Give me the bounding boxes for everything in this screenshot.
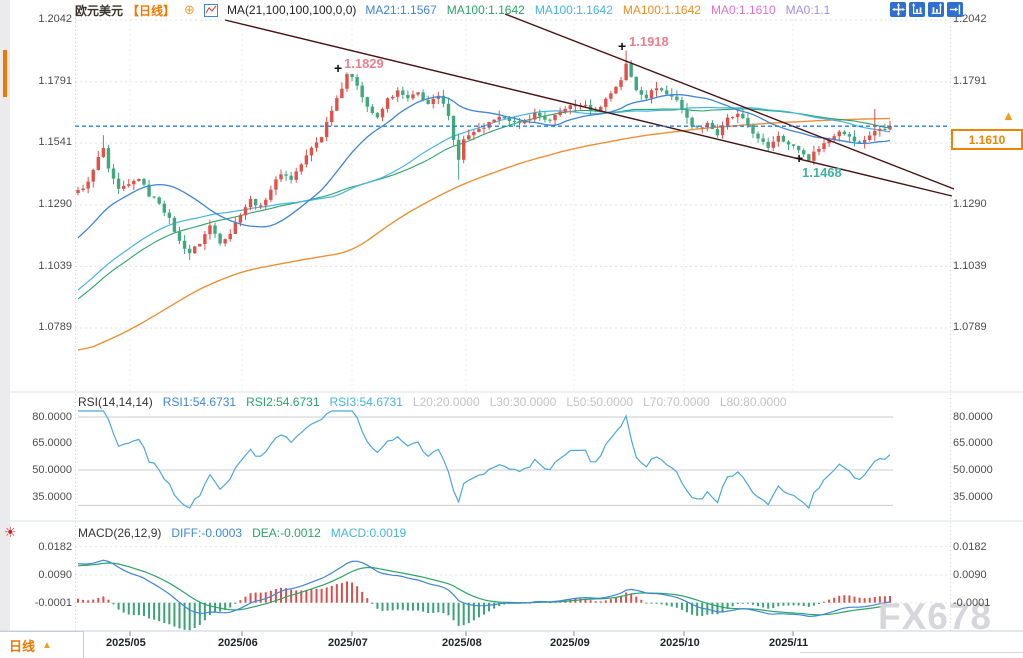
rsi-axis-label-left: 50.0000 [32,464,72,476]
ma-value: MA100:1.1642 [534,3,613,17]
chart-header: 欧元美元 【日线】 ⊕ MA(21,100,100,100,0,0) MA21:… [75,2,830,18]
macd-diff-line [77,559,891,618]
macd-axis-label-right: -0.0001 [953,596,991,609]
rsi-value: RSI3:54.6731 [329,395,403,409]
high2-cross-marker: + [618,38,627,54]
collapse-right-button[interactable] [947,2,963,17]
price-axis-label-left: 1.0789 [38,320,72,333]
chart-toolbar [890,2,963,17]
low1-cross-marker: + [795,150,804,166]
trendline-2 [504,13,955,190]
rsi-value: RSI2:54.6731 [246,395,320,409]
ma-value: MA100:1.1642 [622,3,701,17]
macd-axis-label-right: 0.0090 [953,568,987,581]
macd-header: MACD(26,12,9) DIFF:-0.0003 DEA:-0.0012 MAC… [78,526,406,540]
rsi-line [78,410,891,510]
macd-axis-label-left: -0.0001 [34,596,72,609]
macd-values: DIFF:-0.0003 DEA:-0.0012 MACD:0.0019 [171,526,406,540]
pan-icon [891,3,905,16]
rsi-axis-label-left: 65.0000 [32,437,72,450]
rsi-title[interactable]: RSI(14,14,14) [78,395,153,409]
rsi-value: L70:70.0000 [643,395,710,409]
rsi-value: RSI1:54.6731 [162,395,237,409]
ma-settings[interactable]: MA(21,100,100,100,0,0) [226,3,357,17]
x-axis-month-label: 2025/10 [660,637,700,649]
high1-cross-marker: + [334,60,343,76]
rsi-axis-label-right: 35.0000 [953,490,993,503]
rsi-axis-label-right: 50.0000 [953,464,993,476]
collapse-right-icon [949,4,960,15]
axis-scale-right-icon [931,3,942,15]
bottom-divider [800,652,1023,653]
macd-axis-label-left: 0.0090 [38,568,72,581]
axis-scale-right-button[interactable] [928,2,944,17]
rsi-header: RSI(14,14,14) RSI1:54.6731 RSI2:54.6731 RS… [78,395,787,409]
period-tag: 【日线】 [127,3,176,18]
macd-title[interactable]: MACD(26,12,9) [78,526,162,540]
macd-value: DIFF:-0.0003 [171,526,243,540]
ma-value: MA0:1.1 [785,3,831,17]
axis-scale-left-icon [911,3,922,15]
period-selector[interactable]: 日线 ▲ [0,631,84,658]
rsi-value: L80:80.0000 [719,395,787,409]
price-axis-label-left: 1.2042 [38,13,72,25]
ma-legend-icon[interactable] [203,3,218,17]
current-price-tag: 1.1610 [951,129,1023,150]
watermark: FX678 [878,596,993,637]
ma-value: MA0:1.1610 [710,3,776,17]
price-axis-label-left: 1.1791 [38,74,72,87]
x-axis-month-label: 2025/09 [550,637,590,649]
add-indicator-icon[interactable]: ⊕ [184,2,195,17]
candlestick-series [76,50,892,261]
indicator-settings-icon[interactable]: ☀ [4,524,17,540]
macd-axis-label-right: 0.0182 [953,540,987,553]
rsi-axis-label-right: 80.0000 [953,410,993,423]
price-axis-label-right: 1.1039 [953,259,987,272]
ma-value: MA21:1.1567 [365,3,437,17]
price-axis-label-left: 1.1290 [38,197,72,210]
price-axis-label-left: 1.1039 [38,259,72,272]
rsi-value: L20:20.0000 [412,395,480,409]
x-axis-month-label: 2025/11 [769,637,809,649]
rsi-values: RSI1:54.6731 RSI2:54.6731 RSI3:54.6731 L20:… [163,395,787,409]
macd-axis-label-left: 0.0182 [38,540,72,553]
ma-orange-line [77,117,891,351]
axis-scale-left-button[interactable] [909,2,925,17]
symbol-title: 欧元美元 [75,3,124,18]
chevron-up-icon: ▲ [42,639,52,651]
x-axis-month-label: 2025/05 [106,637,146,649]
rsi-value: L30:30.0000 [489,395,557,409]
period-selector-label: 日线 [9,638,36,654]
rsi-axis-label-right: 65.0000 [953,437,993,450]
x-axis-month-label: 2025/07 [328,637,368,649]
low1-label: 1.1468 [802,165,842,180]
left-rail-scroll-thumb[interactable] [3,50,7,97]
ma-value: MA100:1.1642 [446,3,525,17]
high1-label: 1.1829 [344,56,384,71]
high2-label: 1.1918 [629,34,669,49]
macd-value: MACD:0.0019 [330,526,407,540]
price-axis-label-right: 1.1791 [953,74,987,87]
price-axis-label-right: 1.0789 [953,320,987,333]
price-axis-label-left: 1.1541 [38,136,72,149]
price-axis-label-right: 1.1290 [953,197,987,210]
ma-values: MA21:1.1567 MA100:1.1642 MA100:1.1642 MA100… [365,3,830,17]
macd-dea-line [77,562,891,616]
left-rail [0,0,10,657]
ma-green-line [77,108,891,300]
price-up-arrow-icon: ▲ [1002,108,1015,123]
trendline-1 [224,19,953,197]
x-axis-month-label: 2025/06 [218,637,258,649]
macd-value: DEA:-0.0012 [252,526,321,540]
x-axis-month-label: 2025/08 [442,637,482,649]
ma21-line [77,93,891,239]
rsi-value: L50:50.0000 [566,395,634,409]
pan-button[interactable] [890,2,906,17]
rsi-axis-label-left: 35.0000 [32,490,72,503]
rsi-axis-label-left: 80.0000 [32,410,72,423]
